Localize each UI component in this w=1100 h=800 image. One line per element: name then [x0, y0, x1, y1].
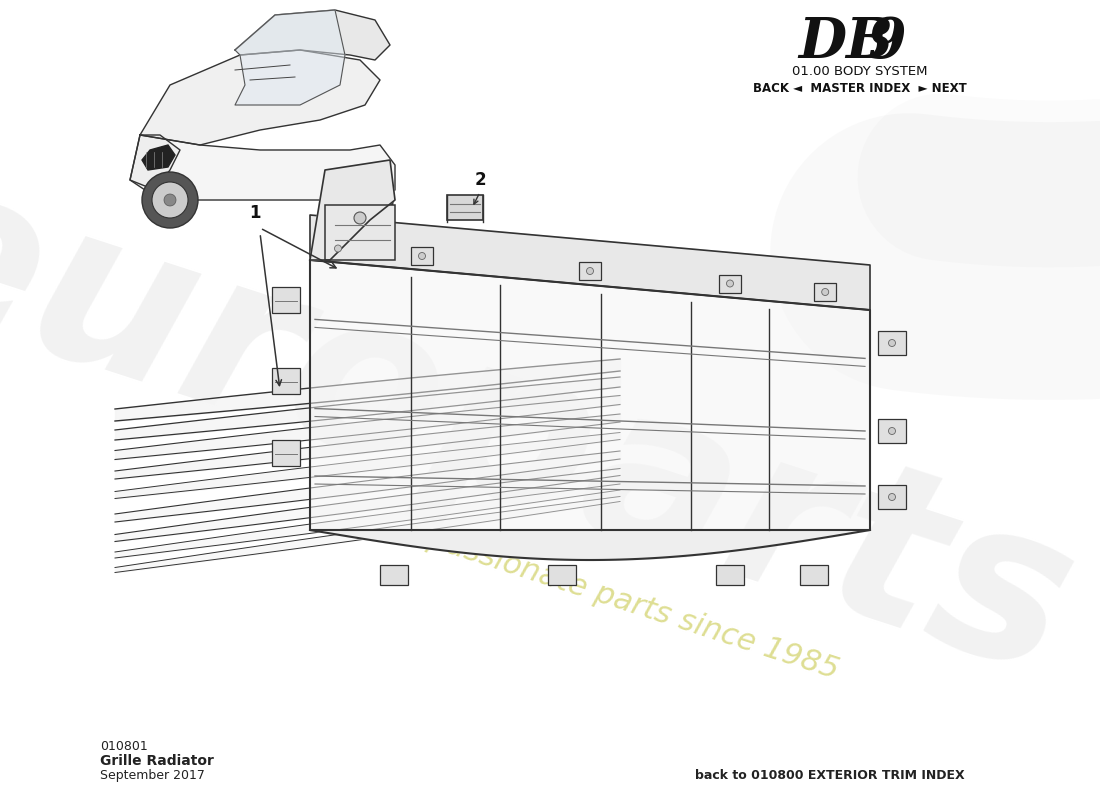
Text: Grille Radiator: Grille Radiator [100, 754, 213, 768]
Text: 01.00 BODY SYSTEM: 01.00 BODY SYSTEM [792, 65, 927, 78]
Polygon shape [140, 50, 379, 145]
Circle shape [889, 427, 895, 434]
Bar [272, 440, 300, 466]
Polygon shape [235, 10, 345, 105]
Text: September 2017: September 2017 [100, 769, 205, 782]
Bar [324, 205, 395, 260]
Polygon shape [235, 10, 390, 60]
Polygon shape [142, 145, 175, 170]
Circle shape [354, 212, 366, 224]
Bar [272, 286, 300, 313]
Bar [878, 419, 906, 443]
Bar [548, 565, 576, 585]
Bar [878, 485, 906, 509]
Bar [447, 195, 483, 220]
Circle shape [334, 245, 341, 252]
Bar [379, 565, 408, 585]
Polygon shape [310, 260, 870, 530]
Text: DB: DB [798, 15, 893, 70]
Text: back to 010800 EXTERIOR TRIM INDEX: back to 010800 EXTERIOR TRIM INDEX [695, 769, 965, 782]
Circle shape [889, 339, 895, 346]
Polygon shape [130, 135, 180, 190]
Text: 9: 9 [868, 15, 906, 70]
Bar [716, 565, 744, 585]
Circle shape [822, 289, 828, 295]
Text: a passionate parts since 1985: a passionate parts since 1985 [397, 515, 843, 685]
Text: 2: 2 [474, 171, 486, 189]
Circle shape [152, 182, 188, 218]
Bar [272, 367, 300, 394]
Polygon shape [310, 160, 395, 260]
Circle shape [586, 267, 594, 274]
Polygon shape [310, 215, 870, 310]
Circle shape [346, 182, 383, 218]
Bar [878, 331, 906, 355]
Circle shape [337, 172, 393, 228]
Text: europarts: europarts [0, 138, 1098, 722]
Bar [814, 283, 836, 301]
Circle shape [142, 172, 198, 228]
Bar [327, 239, 349, 258]
Polygon shape [130, 135, 395, 200]
Text: 1: 1 [250, 204, 261, 222]
Text: 010801: 010801 [100, 740, 147, 753]
Bar [800, 565, 828, 585]
Text: BACK ◄  MASTER INDEX  ► NEXT: BACK ◄ MASTER INDEX ► NEXT [754, 82, 967, 95]
Circle shape [418, 253, 426, 259]
Circle shape [726, 280, 734, 287]
Bar [411, 247, 433, 265]
Bar [579, 262, 601, 280]
Bar [719, 274, 741, 293]
Circle shape [889, 494, 895, 501]
Circle shape [164, 194, 176, 206]
